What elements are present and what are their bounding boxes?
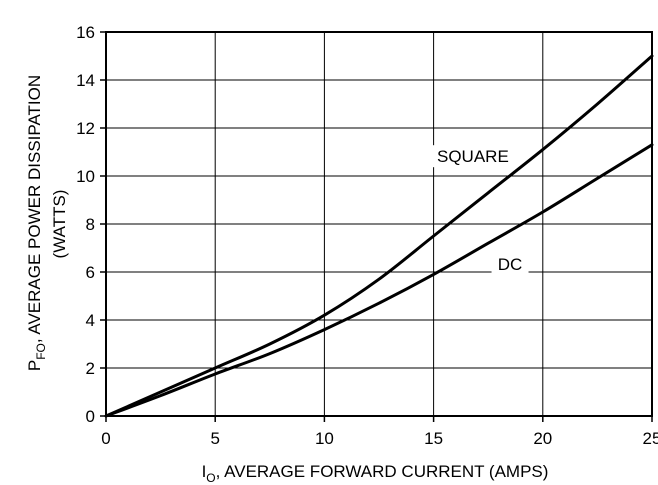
x-tick-label: 20 (533, 429, 552, 448)
y-tick-label: 8 (86, 215, 95, 234)
y-tick-label: 12 (76, 119, 95, 138)
x-axis-ticks: 0 5 10 15 20 25 (101, 416, 658, 448)
y-tick-label: 6 (86, 263, 95, 282)
y-tick-label: 16 (76, 23, 95, 42)
y-tick-label: 14 (76, 71, 95, 90)
series-label-background (491, 253, 529, 276)
series-line-dc (104, 143, 654, 418)
y-axis-label-units: (WATTS) (50, 190, 69, 259)
series-label-background (431, 145, 515, 168)
x-axis-label: IO, AVERAGE FORWARD CURRENT (AMPS) (202, 462, 549, 485)
x-tick-label: 5 (210, 429, 219, 448)
series-labels: SQUARE DC (431, 145, 529, 276)
series-label-dc: DC (498, 255, 523, 274)
y-axis-ticks: 0 2 4 6 8 10 12 14 16 (76, 23, 106, 426)
data-series (104, 54, 654, 418)
x-tick-label: 10 (315, 429, 334, 448)
x-tick-label: 15 (424, 429, 443, 448)
series-label-square: SQUARE (437, 147, 509, 166)
y-tick-label: 10 (76, 167, 95, 186)
x-tick-label: 25 (643, 429, 658, 448)
y-tick-label: 0 (86, 407, 95, 426)
y-tick-label: 2 (86, 359, 95, 378)
series-line-square (104, 54, 654, 418)
grid-lines (106, 32, 652, 416)
x-tick-label: 0 (101, 429, 110, 448)
y-tick-label: 4 (86, 311, 95, 330)
y-axis-label: PFO, AVERAGE POWER DISSIPATION (25, 75, 48, 371)
